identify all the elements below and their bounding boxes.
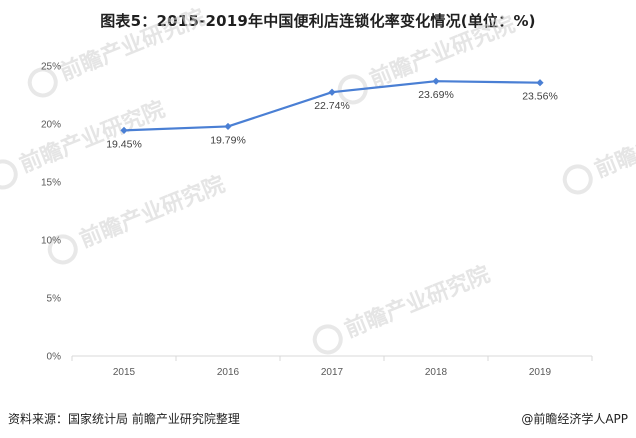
chart-data-labels: 19.45% 19.79% 22.74% 23.69% 23.56% [106, 89, 558, 150]
data-label: 23.56% [522, 91, 558, 103]
data-point-marker [432, 77, 440, 85]
chart-series [120, 77, 544, 134]
data-label: 19.79% [210, 134, 246, 146]
watermark-text: 前瞻产业研究院 [591, 101, 636, 183]
watermark-logo-icon [337, 74, 368, 105]
data-point-marker [536, 79, 544, 87]
source-note: 资料来源：国家统计局 前瞻产业研究院整理 [8, 412, 240, 426]
y-tick-label: 5% [47, 294, 62, 305]
data-point-marker [224, 122, 232, 131]
y-tick-label: 25% [41, 62, 61, 73]
watermark: 前瞻产业研究院 [562, 101, 636, 195]
x-tick-label: 2019 [529, 367, 552, 378]
y-tick-label: 15% [41, 178, 61, 189]
watermark: 前瞻产业研究院 [27, 4, 209, 98]
data-point-marker [120, 126, 128, 134]
data-label: 19.45% [106, 138, 142, 150]
data-label: 22.74% [314, 100, 350, 112]
watermark-logo-icon [0, 159, 18, 190]
y-tick-label: 10% [41, 236, 61, 247]
x-tick-label: 2018 [425, 367, 448, 378]
watermark-text: 前瞻产业研究院 [56, 4, 209, 86]
chart-axes: 0% 5% 10% 15% 20% 25% 2015 2016 2017 2018 2019 [41, 62, 593, 378]
data-label: 23.69% [418, 89, 454, 101]
watermark: 前瞻产业研究院 [0, 96, 169, 190]
watermark-logo-icon [27, 67, 58, 98]
watermark-logo-icon [47, 234, 78, 265]
x-tick-label: 2016 [217, 367, 240, 378]
watermark: 前瞻产业研究院 [47, 171, 229, 265]
brand-credit: @前瞻经济学人APP [521, 412, 628, 426]
watermark: 前瞻产业研究院 [312, 261, 494, 355]
watermark-logo-icon [312, 324, 343, 355]
watermark-logo-icon [562, 164, 593, 195]
watermark-text: 前瞻产业研究院 [341, 261, 494, 343]
x-tick-label: 2015 [113, 367, 136, 378]
x-tick-label: 2017 [321, 367, 344, 378]
watermark-text: 前瞻产业研究院 [76, 171, 229, 253]
watermark-text: 前瞻产业研究院 [16, 96, 169, 178]
chart-title: 图表5：2015-2019年中国便利店连锁化率变化情况(单位：%) [100, 12, 536, 30]
watermark-layer: 前瞻产业研究院 前瞻产业研究院前瞻产业研究院前瞻产业研究院前瞻产业研究院前瞻产业研… [0, 4, 636, 355]
y-tick-label: 20% [41, 120, 61, 131]
y-tick-label: 0% [47, 352, 62, 363]
data-point-marker [328, 88, 336, 96]
